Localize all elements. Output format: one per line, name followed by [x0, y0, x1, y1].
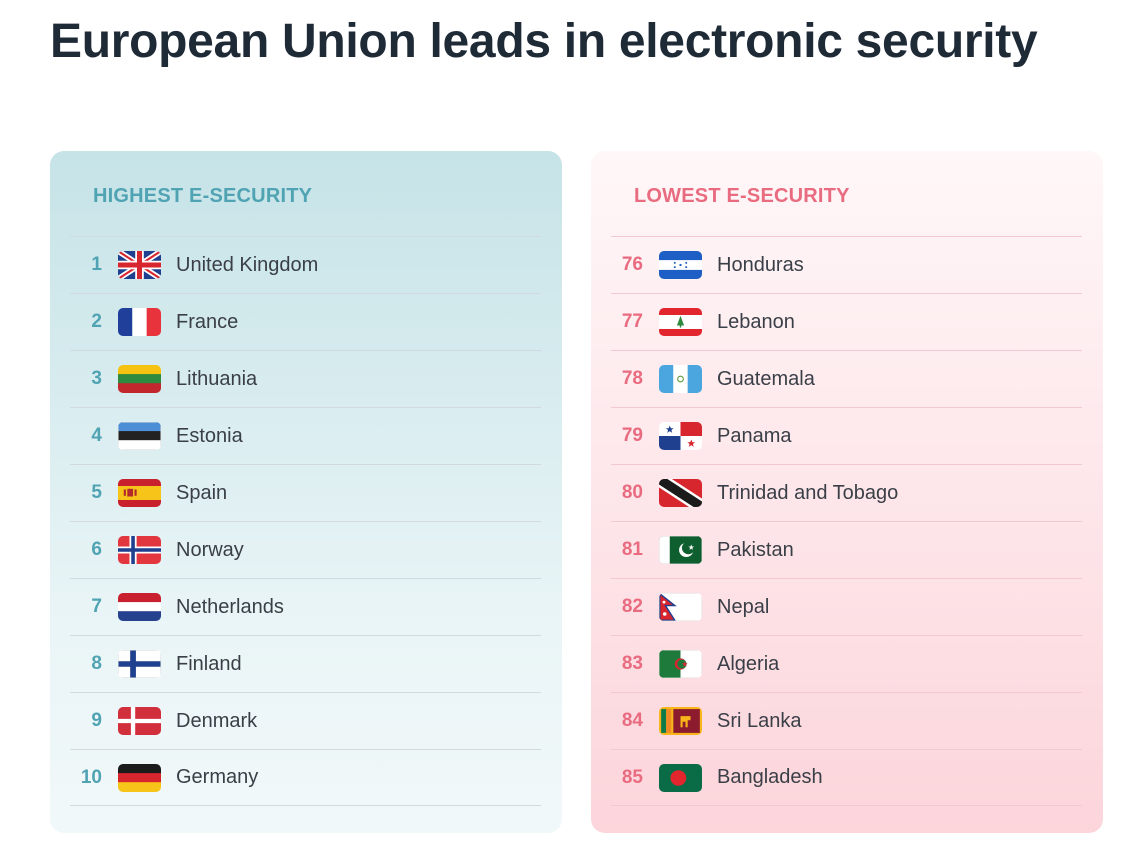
list-item: 10 Germany — [70, 749, 541, 806]
list-item: 78 Guatemala — [611, 350, 1082, 407]
rank: 78 — [621, 368, 643, 389]
rank: 9 — [91, 710, 102, 731]
country-name: Germany — [176, 766, 259, 788]
list-item: 77 Lebanon — [611, 293, 1082, 350]
highest-e-security-panel: HIGHEST E-SECURITY 1 United Kingdom 2 — [50, 151, 562, 833]
country-name: Denmark — [176, 709, 258, 732]
spain-flag-icon — [118, 479, 161, 507]
list-item: 8 Finland — [70, 635, 541, 692]
page-title: European Union leads in electronic secur… — [50, 15, 1038, 68]
list-item: 3 Lithuania — [70, 350, 541, 407]
country-name: Guatemala — [717, 367, 815, 390]
rank: 77 — [621, 311, 643, 332]
sri-lanka-flag-icon — [659, 707, 702, 735]
bangladesh-flag-icon — [659, 763, 702, 792]
country-name: Lithuania — [176, 367, 258, 390]
rank: 5 — [91, 482, 102, 503]
country-name: Panama — [717, 424, 792, 447]
denmark-flag-icon — [118, 707, 161, 735]
list-item: 80 Trinidad and Tobago — [611, 464, 1082, 521]
finland-flag-icon — [118, 650, 161, 678]
honduras-flag-icon — [659, 251, 702, 279]
rank: 79 — [621, 425, 643, 446]
list-item: 2 France — [70, 293, 541, 350]
lebanon-flag-icon — [659, 308, 702, 336]
list-item: 83 Algeria — [611, 635, 1082, 692]
rank: 3 — [91, 368, 102, 389]
rank: 81 — [621, 539, 643, 560]
rank: 4 — [91, 425, 102, 446]
country-name: Nepal — [717, 595, 770, 618]
country-name: Netherlands — [176, 595, 284, 618]
estonia-flag-icon — [118, 422, 161, 450]
netherlands-flag-icon — [118, 593, 161, 621]
list-item: 1 United Kingdom — [70, 236, 541, 293]
france-flag-icon — [118, 308, 161, 336]
lowest-e-security-heading: LOWEST E-SECURITY — [634, 185, 850, 207]
country-name: Norway — [176, 538, 244, 561]
algeria-flag-icon — [659, 650, 702, 678]
rank: 85 — [621, 766, 643, 788]
rank: 76 — [621, 254, 643, 275]
nepal-flag-icon — [659, 593, 702, 621]
norway-flag-icon — [118, 536, 161, 564]
list-item: 7 Netherlands — [70, 578, 541, 635]
country-name: Algeria — [717, 652, 780, 675]
highest-e-security-heading: HIGHEST E-SECURITY — [93, 185, 313, 207]
rank: 80 — [621, 482, 643, 503]
country-name: Spain — [176, 481, 228, 504]
rank: 83 — [621, 653, 643, 674]
rank: 84 — [621, 710, 643, 731]
lowest-e-security-panel: LOWEST E-SECURITY 76 Honduras 77 — [591, 151, 1103, 833]
list-item: 85 Bangladesh — [611, 749, 1082, 806]
uk-flag-icon — [118, 251, 161, 279]
country-name: Sri Lanka — [717, 709, 802, 732]
trinidad-and-tobago-flag-icon — [659, 479, 702, 507]
rank: 1 — [91, 254, 102, 275]
rank: 2 — [91, 311, 102, 332]
list-item: 5 Spain — [70, 464, 541, 521]
country-name: Lebanon — [717, 310, 795, 333]
panama-flag-icon — [659, 422, 702, 450]
rank: 10 — [80, 766, 102, 788]
rank: 7 — [91, 596, 102, 617]
guatemala-flag-icon — [659, 365, 702, 393]
rank: 6 — [91, 539, 102, 560]
country-name: Estonia — [176, 424, 243, 447]
highest-list: 1 United Kingdom 2 F — [70, 236, 541, 806]
list-item: 4 Estonia — [70, 407, 541, 464]
list-item: 79 Panama — [611, 407, 1082, 464]
list-item: 81 Pakistan — [611, 521, 1082, 578]
rank: 8 — [91, 653, 102, 674]
list-item: 82 Nepal — [611, 578, 1082, 635]
pakistan-flag-icon — [659, 536, 702, 564]
list-item: 84 Sri Lanka — [611, 692, 1082, 749]
germany-flag-icon — [118, 763, 161, 792]
list-item: 76 Honduras — [611, 236, 1082, 293]
country-name: Honduras — [717, 253, 804, 276]
country-name: United Kingdom — [176, 253, 319, 276]
list-item: 9 Denmark — [70, 692, 541, 749]
country-name: France — [176, 310, 239, 333]
country-name: Trinidad and Tobago — [717, 481, 899, 504]
list-item: 6 Norway — [70, 521, 541, 578]
lithuania-flag-icon — [118, 365, 161, 393]
country-name: Finland — [176, 652, 242, 675]
rank: 82 — [621, 596, 643, 617]
lowest-list: 76 Honduras 77 — [611, 236, 1082, 806]
country-name: Bangladesh — [717, 766, 823, 788]
country-name: Pakistan — [717, 538, 794, 561]
